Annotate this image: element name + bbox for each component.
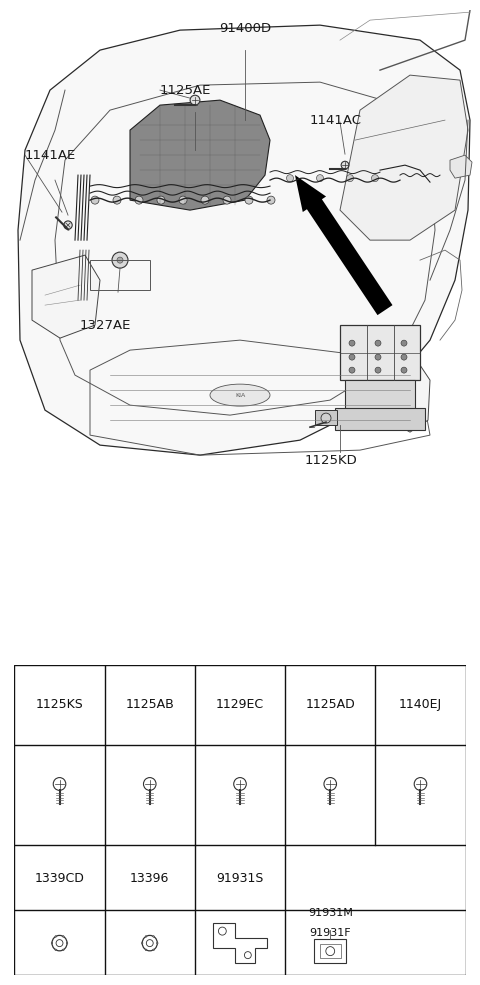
Bar [90,260,150,291]
Text: 1125AB: 1125AB [125,698,174,711]
Circle shape [66,943,68,944]
Text: 91400D: 91400D [219,22,271,35]
Text: 1141AE: 1141AE [25,149,76,162]
Text: 91931M: 91931M [308,908,353,918]
Text: 1125KD: 1125KD [305,454,358,467]
Circle shape [64,221,72,230]
Circle shape [142,943,143,944]
Text: 1327AE: 1327AE [80,318,132,332]
FancyArrow shape [295,175,393,315]
Circle shape [145,936,147,938]
Text: 1140EJ: 1140EJ [399,698,442,711]
Circle shape [55,936,57,938]
Circle shape [145,949,147,951]
Circle shape [321,413,331,424]
Circle shape [349,340,355,346]
Polygon shape [380,365,430,432]
Circle shape [135,196,143,204]
Circle shape [372,174,379,181]
Text: KIA: KIA [235,393,245,398]
Circle shape [117,257,123,263]
Bar [340,325,420,380]
Circle shape [245,196,253,204]
Circle shape [179,196,187,204]
Circle shape [190,96,200,105]
Bar [320,944,341,958]
Bar [335,408,425,430]
Circle shape [153,936,155,938]
Text: 1125AE: 1125AE [160,84,211,97]
Text: 1125AD: 1125AD [305,698,355,711]
Circle shape [91,196,99,204]
Polygon shape [18,26,470,455]
Text: 1339CD: 1339CD [35,872,84,885]
Circle shape [201,196,209,204]
Ellipse shape [210,384,270,406]
Polygon shape [130,100,270,210]
Circle shape [223,196,231,204]
Circle shape [375,340,381,346]
Circle shape [401,355,407,361]
Circle shape [62,936,64,938]
Circle shape [55,949,57,951]
Circle shape [51,943,53,944]
Bar [314,940,346,963]
Text: 1125KS: 1125KS [36,698,84,711]
Circle shape [113,196,121,204]
Bar [345,380,415,410]
Text: 1129EC: 1129EC [216,698,264,711]
Circle shape [349,367,355,373]
Text: 91931S: 91931S [216,872,264,885]
Polygon shape [32,255,100,338]
Circle shape [267,196,275,204]
Circle shape [112,252,128,268]
Text: 91931F: 91931F [310,928,351,938]
Circle shape [401,367,407,373]
Circle shape [156,943,158,944]
Circle shape [375,355,381,361]
Text: 1141AC: 1141AC [310,113,362,127]
Polygon shape [450,155,472,178]
Circle shape [157,196,165,204]
Circle shape [349,355,355,361]
Circle shape [341,162,349,169]
Circle shape [287,174,293,181]
Circle shape [62,949,64,951]
Circle shape [401,340,407,346]
Circle shape [153,949,155,951]
Circle shape [375,367,381,373]
Polygon shape [340,75,468,240]
Text: 13396: 13396 [130,872,169,885]
Circle shape [316,174,324,181]
Circle shape [347,174,353,181]
Bar [315,410,337,426]
